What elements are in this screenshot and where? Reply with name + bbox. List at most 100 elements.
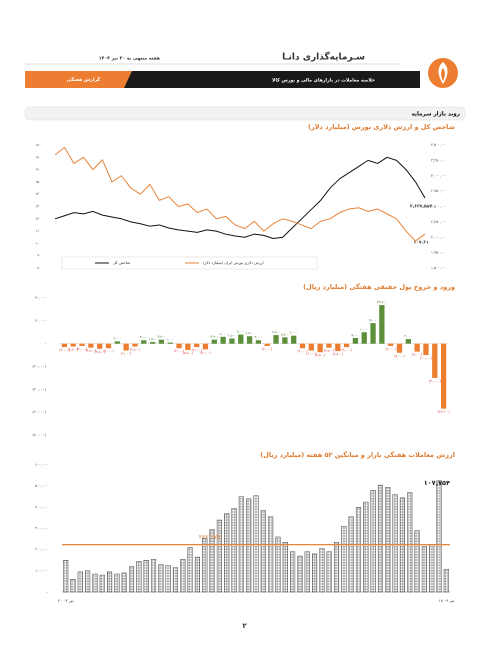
value-label: (۶,۵۰۰) xyxy=(333,352,343,356)
bar xyxy=(114,573,120,593)
bar xyxy=(246,498,252,593)
end-label: ۲,۶۳۷,۵۸۲ xyxy=(410,204,432,210)
bar xyxy=(238,334,244,344)
x-tick-label: ۱۸ تیر ۰۴ xyxy=(438,598,454,603)
y-tick-label: ۱۶۰ xyxy=(35,168,41,172)
bar xyxy=(268,516,274,593)
end-label: ۱۰۷,۷۵۴ xyxy=(424,479,450,487)
value-label: (۵,۰۰۰) xyxy=(200,350,210,354)
bar xyxy=(308,343,314,351)
bar xyxy=(202,537,208,593)
bar xyxy=(396,343,403,353)
y-tick-label: ۹۰ xyxy=(37,254,41,258)
value-label: ۴,۰۰۰ xyxy=(404,334,412,338)
bar xyxy=(312,553,318,593)
bar xyxy=(231,508,237,593)
bar xyxy=(85,570,91,593)
bar xyxy=(260,510,266,593)
y-tick-label: ۱۳۰ xyxy=(35,205,41,209)
y-tick-label: (۴۰,۰۰۰) xyxy=(32,387,46,391)
legend-label: ارزش دلاری بورس ایران (میلیارد دلار) xyxy=(203,260,264,265)
value-label: (۳,۰۰۰) xyxy=(192,348,202,352)
value-label: (۶,۰۰۰) xyxy=(121,352,131,356)
bar xyxy=(136,561,142,593)
bar xyxy=(421,546,427,593)
bar xyxy=(114,341,120,344)
y-tick-label: ۳,۰۰۰,۰۰۰ xyxy=(431,174,447,178)
value-label: (۲,۵۰۰) xyxy=(68,348,78,352)
bar xyxy=(370,490,376,593)
average-label: ۲۲۳,۶۷۵ xyxy=(199,534,220,541)
bar xyxy=(341,526,347,593)
y-tick-label: (۶۰,۰۰۰) xyxy=(32,410,46,414)
bar xyxy=(143,560,149,593)
bar xyxy=(255,340,262,344)
bar xyxy=(211,339,217,344)
bar xyxy=(149,341,156,344)
bar xyxy=(209,529,215,593)
bar xyxy=(414,530,420,593)
bar xyxy=(414,343,420,352)
y-tick-label: ۴۰۰,۰۰۰ xyxy=(35,505,48,509)
bar xyxy=(150,558,157,593)
bar xyxy=(158,564,164,593)
y-tick-label: ۳۰۰,۰۰۰ xyxy=(35,527,48,531)
value-label: (۶,۰۰۰) xyxy=(306,352,316,356)
y-tick-label: ۱۱۰ xyxy=(35,229,41,233)
bar xyxy=(79,343,85,346)
value-label: ۱,۰۰۰ xyxy=(166,338,174,342)
bar xyxy=(282,542,288,593)
bar xyxy=(63,560,69,593)
y-tick-label: ۲۰۰,۰۰۰ xyxy=(35,548,48,552)
bar xyxy=(436,480,442,593)
bar xyxy=(290,551,296,593)
value-label: (۴,۰۰۰) xyxy=(103,349,113,353)
bar xyxy=(317,343,323,353)
y-tick-label: ۱,۵۰۰,۰۰۰ xyxy=(431,266,447,270)
bar xyxy=(304,551,310,593)
bar xyxy=(355,507,362,593)
bar xyxy=(187,547,193,593)
bar xyxy=(194,556,200,593)
bar xyxy=(220,336,226,344)
value-label: ۷,۵۰۰ xyxy=(272,330,280,334)
bar xyxy=(297,555,303,593)
y-tick-label: (۲۰,۰۰۰) xyxy=(32,365,46,369)
bar xyxy=(185,343,191,350)
value-label: ۱۰,۰۰۰ xyxy=(359,327,369,331)
value-label: (۴,۰۰۰) xyxy=(174,349,184,353)
value-label: (۳,۰۰۰) xyxy=(341,348,351,352)
value-label: (۴,۰۰۰) xyxy=(297,349,307,353)
value-label: (۳۰,۰۰۰) xyxy=(429,379,441,383)
bar xyxy=(275,536,281,593)
bar xyxy=(77,571,83,593)
bar xyxy=(326,343,332,348)
bar xyxy=(107,571,113,593)
value-label: (۲,۰۰۰) xyxy=(262,347,272,351)
x-tick-label: ۲۰ تیر ۰۳ xyxy=(58,598,74,603)
bar xyxy=(405,339,411,344)
value-label: ۶,۰۰۰ xyxy=(219,332,227,336)
value-label: ۵,۰۰۰ xyxy=(351,333,359,337)
y-tick-label: ۲۰,۰۰۰ xyxy=(35,319,46,323)
section-title: روند بازار سرمایه xyxy=(411,112,460,118)
chart-title: شاخص کل و ارزش دلاری بورس (میلیارد دلار) xyxy=(308,123,455,131)
bar xyxy=(377,484,383,593)
value-label: (۷,۵۰۰) xyxy=(315,353,325,357)
y-tick-label: ۴۰,۰۰۰ xyxy=(35,296,46,300)
bar xyxy=(216,519,222,593)
bar xyxy=(282,337,288,344)
bar xyxy=(105,343,112,349)
bar xyxy=(423,343,429,356)
value-label: (۵,۵۰۰) xyxy=(183,351,193,355)
bar xyxy=(180,558,186,593)
section-bar xyxy=(24,106,466,121)
bar xyxy=(92,573,98,593)
legend-label: شاخص کل xyxy=(113,260,130,265)
value-label: ۳,۰۰۰ xyxy=(140,335,148,339)
bar xyxy=(132,343,138,347)
bar xyxy=(264,343,270,346)
bar xyxy=(335,343,341,352)
